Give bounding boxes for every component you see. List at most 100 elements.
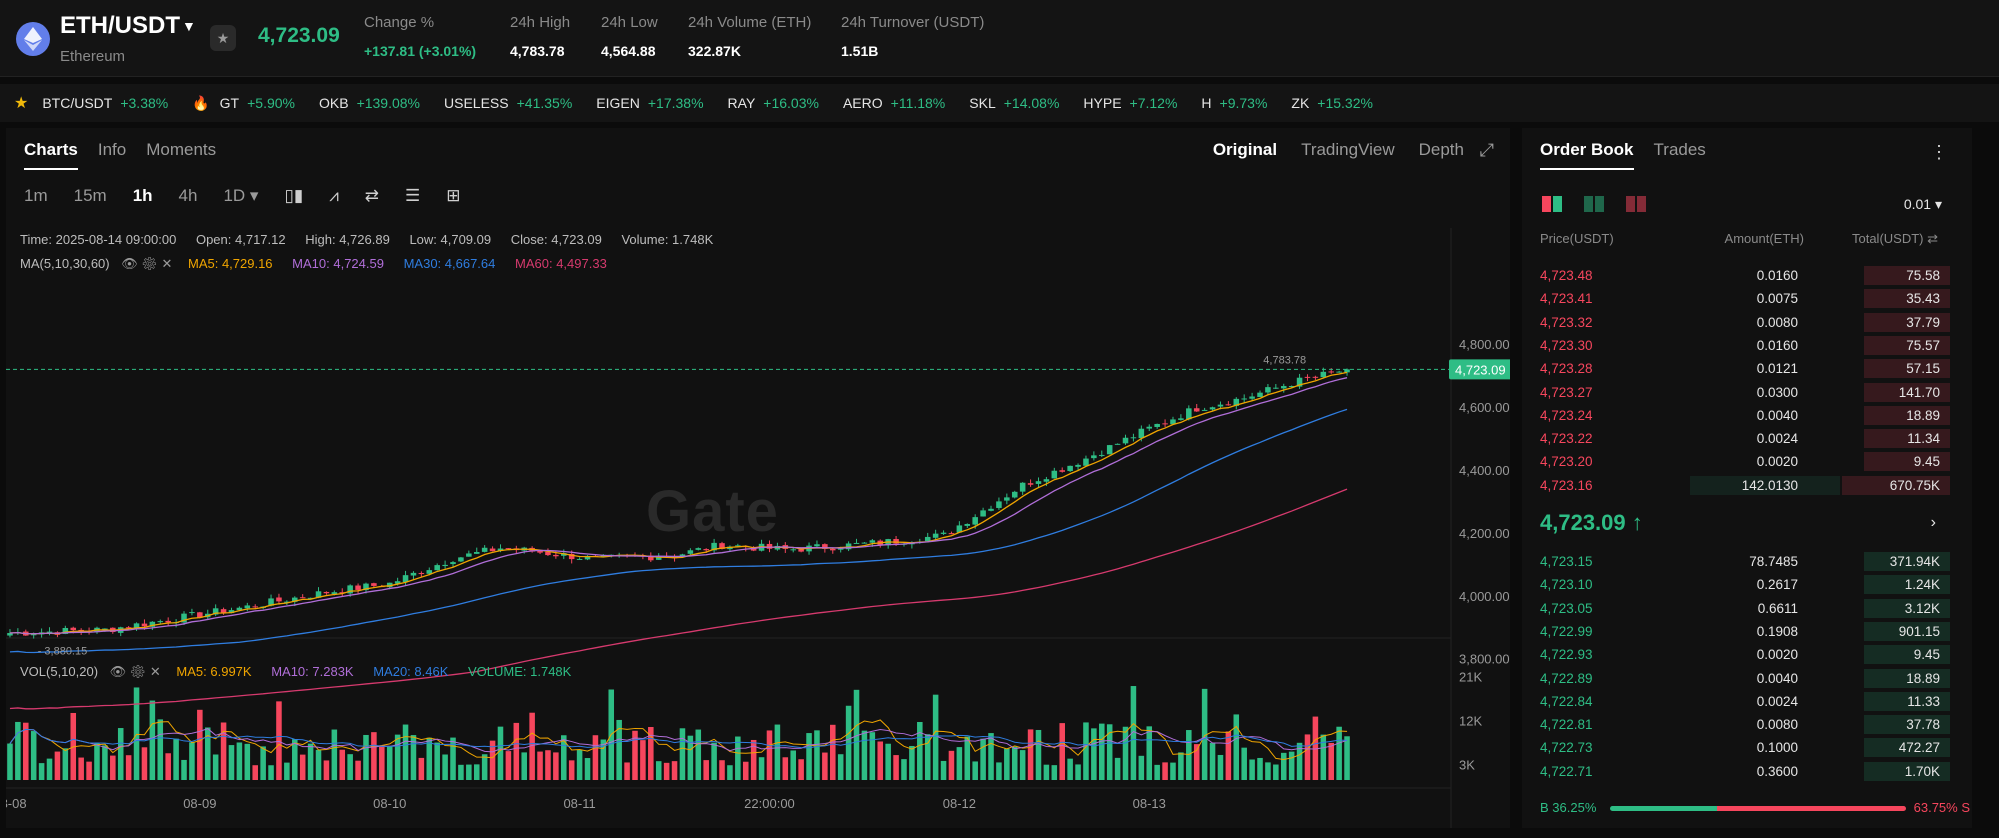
ask-row[interactable]: 4,723.32 0.0080 37.79	[1522, 312, 1972, 333]
mode-both-icon[interactable]	[1542, 196, 1562, 212]
tab-info[interactable]: Info	[97, 140, 127, 159]
ask-row[interactable]: 4,723.48 0.0160 75.58	[1522, 265, 1972, 286]
volume-bar	[1083, 722, 1089, 780]
interval-4h[interactable]: 4h	[178, 186, 198, 205]
indicators-icon[interactable]: ⩘	[329, 186, 339, 205]
ticker-item[interactable]: 🔥 GT +5.90%	[192, 95, 295, 112]
candle-body	[1296, 377, 1303, 387]
tab-charts[interactable]: Charts	[24, 140, 78, 170]
fullscreen-icon[interactable]: ⤢	[1479, 140, 1494, 160]
row-amount: 0.0121	[1756, 361, 1798, 377]
ticker-item[interactable]: BTC/USDT +3.38%	[42, 95, 168, 111]
tab-order-book[interactable]: Order Book	[1540, 140, 1634, 170]
depth-bar	[1864, 668, 1950, 688]
precision-select[interactable]: 0.01 ▾	[1903, 196, 1942, 212]
buy-sell-ratio-bar	[1610, 806, 1906, 811]
list-settings-icon[interactable]: ☰	[405, 186, 421, 205]
vol-ma5-line	[9, 719, 1348, 760]
hot-flame-icon: 🔥	[192, 94, 210, 111]
interval-1h[interactable]: 1h	[132, 186, 153, 205]
row-amount: 0.0080	[1756, 717, 1798, 733]
candle-body	[268, 598, 274, 606]
candle-body	[220, 609, 227, 614]
depth-bar	[1864, 335, 1950, 355]
col-total[interactable]: Total(USDT) ⇄	[1851, 231, 1938, 246]
volume-bar	[1280, 752, 1287, 780]
bid-row[interactable]: 4,722.81 0.0080 37.78	[1522, 714, 1972, 735]
volume-bar	[806, 733, 812, 780]
bid-row[interactable]: 4,722.71 0.3600 1.70K	[1522, 761, 1972, 782]
view-tradingview[interactable]: TradingView	[1301, 140, 1395, 159]
bid-row[interactable]: 4,722.93 0.0020 9.45	[1522, 644, 1972, 665]
bid-row[interactable]: 4,722.89 0.0040 18.89	[1522, 668, 1972, 689]
ask-row[interactable]: 4,723.16 142.0130 670.75K	[1522, 475, 1972, 496]
view-original[interactable]: Original	[1212, 140, 1278, 159]
chevron-right-icon[interactable]: ›	[1930, 514, 1936, 531]
bid-row[interactable]: 4,722.99 0.1908 901.15	[1522, 621, 1972, 642]
ask-row[interactable]: 4,723.27 0.0300 141.70	[1522, 382, 1972, 403]
candle-body	[1225, 404, 1232, 406]
depth-bar	[1864, 761, 1950, 781]
bid-row[interactable]: 4,723.15 78.7485 371.94K	[1522, 551, 1972, 572]
row-amount: 0.0160	[1756, 268, 1798, 283]
ticker-item[interactable]: HYPE +7.12%	[1083, 95, 1177, 111]
candle-body	[703, 549, 709, 551]
favorite-star-icon[interactable]: ★	[210, 25, 236, 51]
layout-icon[interactable]: ⊞	[446, 186, 461, 205]
compare-icon[interactable]: ⇄	[364, 186, 380, 205]
volume-bar	[980, 738, 986, 780]
tab-trades[interactable]: Trades	[1653, 140, 1706, 159]
volume-bar	[284, 762, 290, 780]
bid-row[interactable]: 4,722.84 0.0024 11.33	[1522, 691, 1972, 712]
ask-row[interactable]: 4,723.41 0.0075 35.43	[1522, 288, 1972, 309]
pair-dropdown-icon[interactable]: ▼	[182, 18, 196, 34]
ticker-item[interactable]: OKB +139.08%	[319, 95, 420, 111]
candle-body	[1075, 464, 1081, 467]
ticker-item[interactable]: USELESS +41.35%	[444, 95, 572, 111]
ticker-item[interactable]: EIGEN +17.38%	[596, 95, 703, 111]
candle-body	[1035, 481, 1042, 484]
ticker-item[interactable]: AERO +11.18%	[843, 95, 945, 111]
row-amount: 0.1908	[1756, 623, 1798, 639]
volume-bar	[379, 745, 385, 780]
ask-row[interactable]: 4,723.30 0.0160 75.57	[1522, 335, 1972, 356]
tab-moments[interactable]: Moments	[146, 140, 217, 159]
volume-bar	[1344, 736, 1350, 780]
bid-row[interactable]: 4,722.73 0.1000 472.27	[1522, 737, 1972, 758]
sell-ratio-fill	[1717, 806, 1906, 811]
candle-body	[236, 607, 243, 611]
candle-body	[30, 634, 37, 636]
candle-body	[719, 543, 725, 549]
ticker-item[interactable]: SKL +14.08%	[969, 95, 1059, 111]
ticker-item[interactable]: RAY +16.03%	[728, 95, 819, 111]
candle-body	[545, 551, 551, 556]
candlestick-chart[interactable]: 4,800.00 4,600.00 4,400.00 4,200.00 4,000.00…	[6, 228, 1510, 828]
volume-bar	[141, 747, 148, 780]
ticker-name: H	[1201, 95, 1212, 111]
ask-row[interactable]: 4,723.20 0.0020 9.45	[1522, 451, 1972, 472]
ticker-item[interactable]: H +9.73%	[1201, 95, 1267, 111]
ticker-item[interactable]: ZK +15.32%	[1291, 95, 1373, 111]
candle-body	[1336, 371, 1342, 373]
interval-1d-dropdown[interactable]: 1D ▾	[223, 186, 259, 205]
ask-row[interactable]: 4,723.28 0.0121 57.15	[1522, 358, 1972, 379]
interval-1m[interactable]: 1m	[24, 186, 48, 205]
candle-type-icon[interactable]: ▯▮	[284, 186, 304, 205]
volume-bar	[640, 740, 646, 780]
mode-bids-icon[interactable]	[1584, 196, 1604, 212]
last-price-tag	[1449, 359, 1510, 380]
mode-asks-icon[interactable]	[1626, 196, 1646, 212]
ma-visibility-icons[interactable]: 👁 ⚙ ✕	[121, 256, 173, 271]
bid-row[interactable]: 4,723.10 0.2617 1.24K	[1522, 574, 1972, 595]
interval-15m[interactable]: 15m	[73, 186, 107, 205]
ask-row[interactable]: 4,723.24 0.0040 18.89	[1522, 405, 1972, 426]
vol-visibility-icons[interactable]: 👁 ⚙ ✕	[109, 664, 161, 679]
view-depth[interactable]: Depth	[1418, 140, 1464, 159]
volume-bar	[15, 721, 21, 780]
ask-row[interactable]: 4,723.22 0.0024 11.34	[1522, 428, 1972, 449]
favorites-star-icon[interactable]: ★	[14, 95, 29, 112]
more-options-icon[interactable]: ⋮	[1930, 142, 1948, 162]
candle-body	[576, 558, 583, 560]
pair-name[interactable]: ETH/USDT	[60, 12, 180, 39]
bid-row[interactable]: 4,723.05 0.6611 3.12K	[1522, 598, 1972, 619]
